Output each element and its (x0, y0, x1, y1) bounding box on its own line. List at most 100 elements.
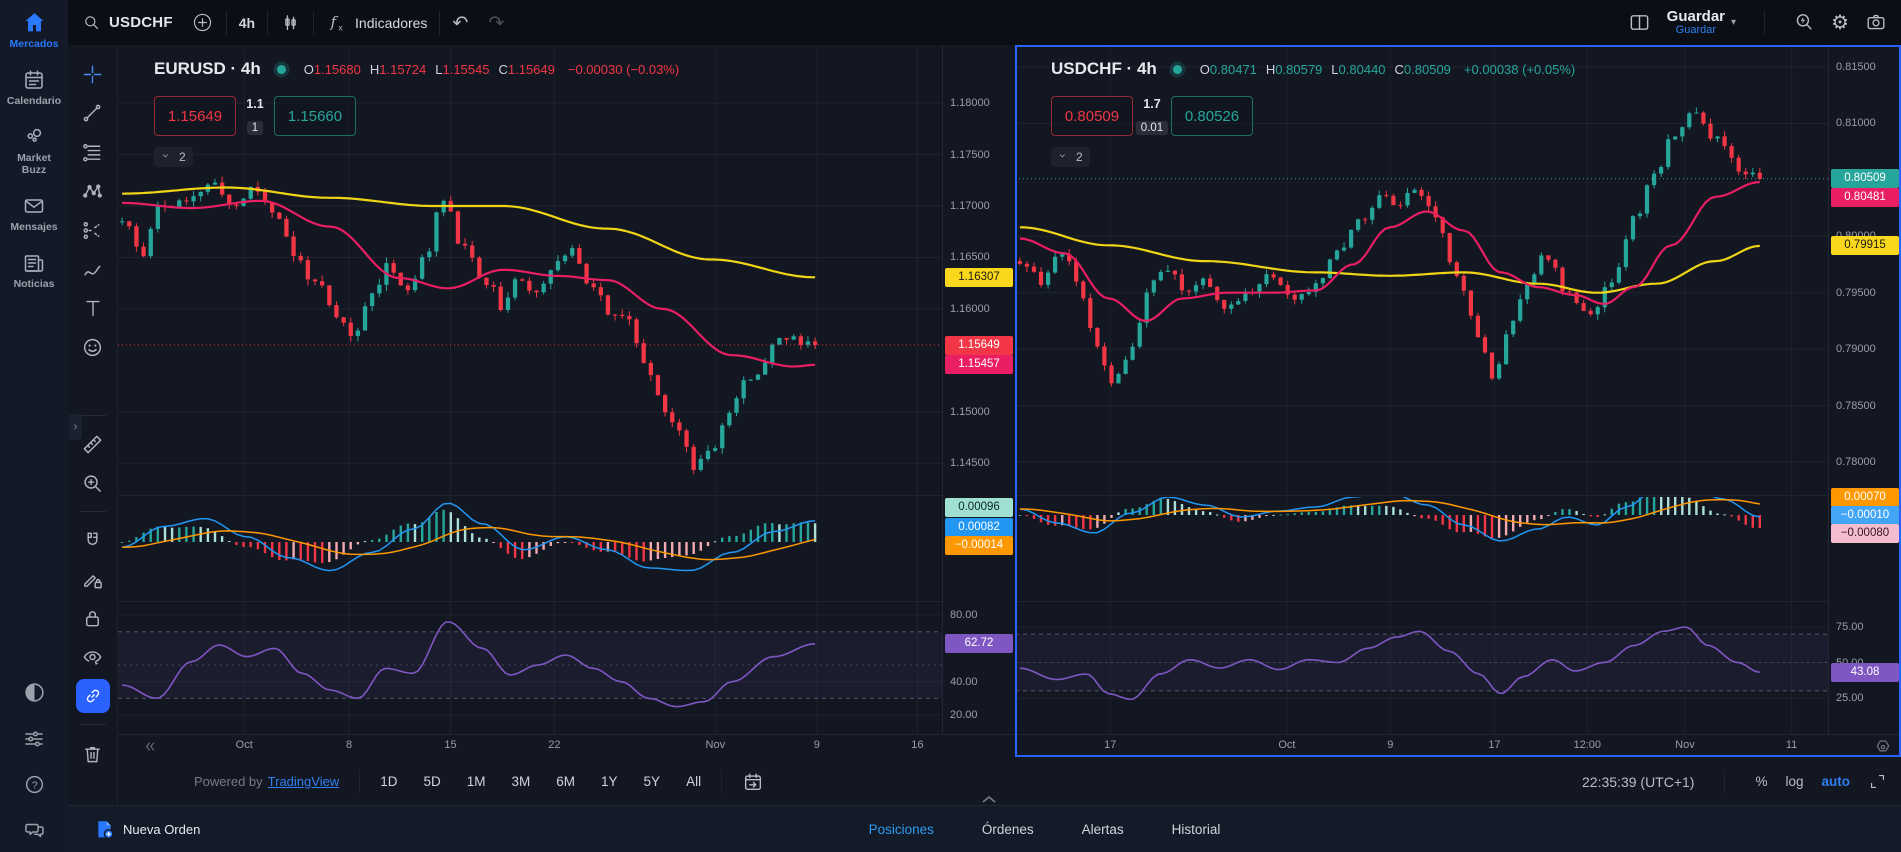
redo-button[interactable]: ↷ (488, 11, 505, 34)
chart-canvas[interactable] (118, 45, 943, 757)
chart-bottom-toolbar: Powered by TradingView 1D 5D 1M 3M 6M 1Y 5Y All… (118, 757, 1901, 806)
time-axis-label: Oct (235, 739, 253, 751)
rsi-axis-label: 20.00 (950, 709, 978, 722)
symbol-search-button[interactable]: USDCHF (82, 13, 173, 32)
layout-select-button[interactable] (1628, 11, 1651, 34)
log-scale-button[interactable]: log (1785, 774, 1804, 789)
price-axis[interactable]: 1.18000 1.17500 1.17000 1.16500 1.16000 1.150… (942, 45, 1015, 735)
forecast-tool[interactable] (76, 213, 110, 247)
range-3m[interactable]: 3M (511, 774, 531, 789)
chat-icon[interactable] (22, 818, 46, 842)
collapse-panel-chevron-icon[interactable] (978, 793, 1000, 805)
macd-value-tag: 0.00070 (1831, 487, 1899, 507)
new-order-doc-icon (94, 819, 115, 840)
tradingview-link[interactable]: TradingView (267, 774, 340, 789)
nav-item-mensajes[interactable]: Mensajes (2, 194, 66, 233)
rsi-axis-label: 75.00 (1836, 621, 1864, 633)
panel-expand-handle[interactable]: › (69, 414, 82, 440)
fib-retracement-tool[interactable] (76, 135, 110, 169)
nav-item-calendario[interactable]: Calendario (2, 68, 66, 107)
maximize-icon[interactable] (1868, 772, 1887, 791)
chart-title[interactable]: EURUSD · 4h (154, 59, 261, 78)
sliders-icon[interactable] (22, 727, 46, 751)
lock-all-tool[interactable] (76, 601, 110, 635)
drawing-lock-tool[interactable] (76, 562, 110, 596)
auto-scale-button[interactable]: auto (1821, 774, 1851, 789)
buy-ask-button[interactable]: 1.15660 (274, 96, 356, 136)
macd-value-tag: −0.00080 (1831, 523, 1899, 543)
add-symbol-button[interactable] (191, 11, 214, 34)
interval-button[interactable]: 4h (238, 14, 256, 31)
gridlines (118, 45, 943, 735)
price-axis-label: 0.78500 (1836, 399, 1876, 412)
calendar-icon (22, 68, 46, 92)
range-1d[interactable]: 1D (380, 774, 398, 789)
crosshair-tool[interactable] (76, 57, 110, 91)
nav-item-noticias[interactable]: Noticias (2, 251, 66, 290)
buy-ask-button[interactable]: 0.80526 (1171, 96, 1253, 136)
hide-drawings-tool[interactable] (76, 640, 110, 674)
range-1y[interactable]: 1Y (601, 774, 618, 789)
axis-settings-hexagon-icon[interactable] (1873, 736, 1893, 756)
xabcd-pattern-tool[interactable] (76, 174, 110, 208)
tab-posiciones[interactable]: Posiciones (868, 821, 934, 837)
clock-label[interactable]: 22:35:39 (UTC+1) (1582, 773, 1695, 790)
nav-footer-icons: ? (0, 680, 68, 842)
object-tree-toggle[interactable]: 2 (154, 147, 193, 167)
sell-bid-button[interactable]: 1.15649 (154, 96, 236, 136)
divider (79, 724, 106, 725)
save-menu-chevron-icon[interactable]: ▾ (1731, 16, 1737, 28)
divider (1764, 10, 1766, 35)
tab-alertas[interactable]: Alertas (1081, 821, 1124, 837)
chart-panel-eurusd[interactable]: 1.18000 1.17500 1.17000 1.16500 1.16000 1.150… (118, 45, 1015, 757)
save-layout-button[interactable]: Guardar Guardar (1666, 7, 1726, 36)
price-axis-label: 0.79000 (1836, 343, 1876, 356)
chart-title[interactable]: USDCHF · 4h (1051, 59, 1157, 78)
tab-órdenes[interactable]: Órdenes (981, 821, 1034, 837)
magnet-tool[interactable] (76, 523, 110, 557)
sync-drawings-tool[interactable] (75, 679, 110, 713)
time-axis-label: 17 (1104, 739, 1117, 751)
trend-line-tool[interactable] (76, 96, 110, 130)
price-axis[interactable]: 0.815000.810000.800000.795000.790000.785… (1828, 45, 1901, 752)
emoji-tool[interactable] (76, 330, 110, 364)
indicators-button[interactable]: Indicadores (355, 14, 428, 31)
range-5d[interactable]: 5D (423, 774, 441, 789)
zoom-in-tool[interactable] (76, 466, 110, 500)
chart-canvas[interactable] (1015, 45, 1829, 757)
text-tool[interactable] (76, 291, 110, 325)
object-tree-toggle[interactable]: 2 (1051, 147, 1090, 167)
nav-item-market-buzz[interactable]: Market Buzz (2, 125, 66, 176)
chart-legend: EURUSD · 4h O 1.15680 H 1.15724 L 1.15545 C 1.1… (154, 59, 679, 169)
scroll-left-chevrons-icon[interactable] (142, 738, 159, 755)
time-axis-label: 9 (813, 739, 820, 751)
chart-panel-usdchf[interactable]: 0.815000.810000.800000.795000.790000.785… (1015, 45, 1901, 757)
sell-bid-button[interactable]: 0.80509 (1051, 96, 1133, 136)
range-1m[interactable]: 1M (466, 774, 486, 789)
compare-button[interactable] (280, 12, 301, 33)
search-icon (82, 13, 101, 32)
home-icon (22, 10, 47, 35)
contrast-icon[interactable] (22, 680, 47, 705)
new-order-button[interactable]: Nueva Orden (94, 819, 200, 840)
screenshot-camera-icon[interactable] (1865, 11, 1887, 33)
range-5y[interactable]: 5Y (643, 774, 661, 789)
tab-historial[interactable]: Historial (1171, 821, 1221, 837)
undo-button[interactable]: ↶ (452, 11, 469, 34)
go-to-date-icon[interactable] (742, 771, 764, 793)
ruler-tool[interactable] (76, 427, 110, 461)
remove-drawings-tool[interactable] (76, 736, 110, 770)
quick-search-icon[interactable] (1793, 11, 1815, 33)
range-6m[interactable]: 6M (556, 774, 576, 789)
nav-item-mercados[interactable]: Mercados (2, 10, 66, 50)
percent-scale-button[interactable]: % (1755, 774, 1768, 789)
time-axis[interactable]: Oct 8 15 22 Nov 9 16 (118, 734, 1015, 757)
divider (313, 10, 315, 35)
time-axis-label: 9 (1387, 739, 1394, 751)
brush-tool[interactable] (76, 252, 110, 286)
range-all[interactable]: All (686, 774, 702, 789)
settings-gear-icon[interactable]: ⚙ (1831, 10, 1849, 35)
time-axis[interactable]: 17 Oct 9 17 12:00 Nov 11 (1015, 734, 1901, 757)
help-icon[interactable]: ? (23, 773, 46, 796)
